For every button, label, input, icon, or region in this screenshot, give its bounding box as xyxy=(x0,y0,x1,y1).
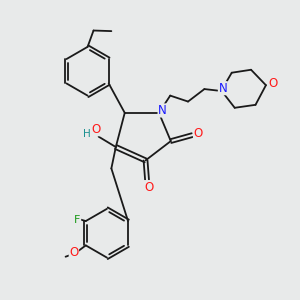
Text: H: H xyxy=(83,129,91,139)
Text: N: N xyxy=(218,82,227,95)
Text: O: O xyxy=(269,77,278,90)
Text: O: O xyxy=(91,123,100,136)
Text: N: N xyxy=(158,104,167,117)
Text: O: O xyxy=(194,127,203,140)
Text: O: O xyxy=(144,181,153,194)
Text: F: F xyxy=(74,214,81,224)
Text: O: O xyxy=(69,246,79,259)
